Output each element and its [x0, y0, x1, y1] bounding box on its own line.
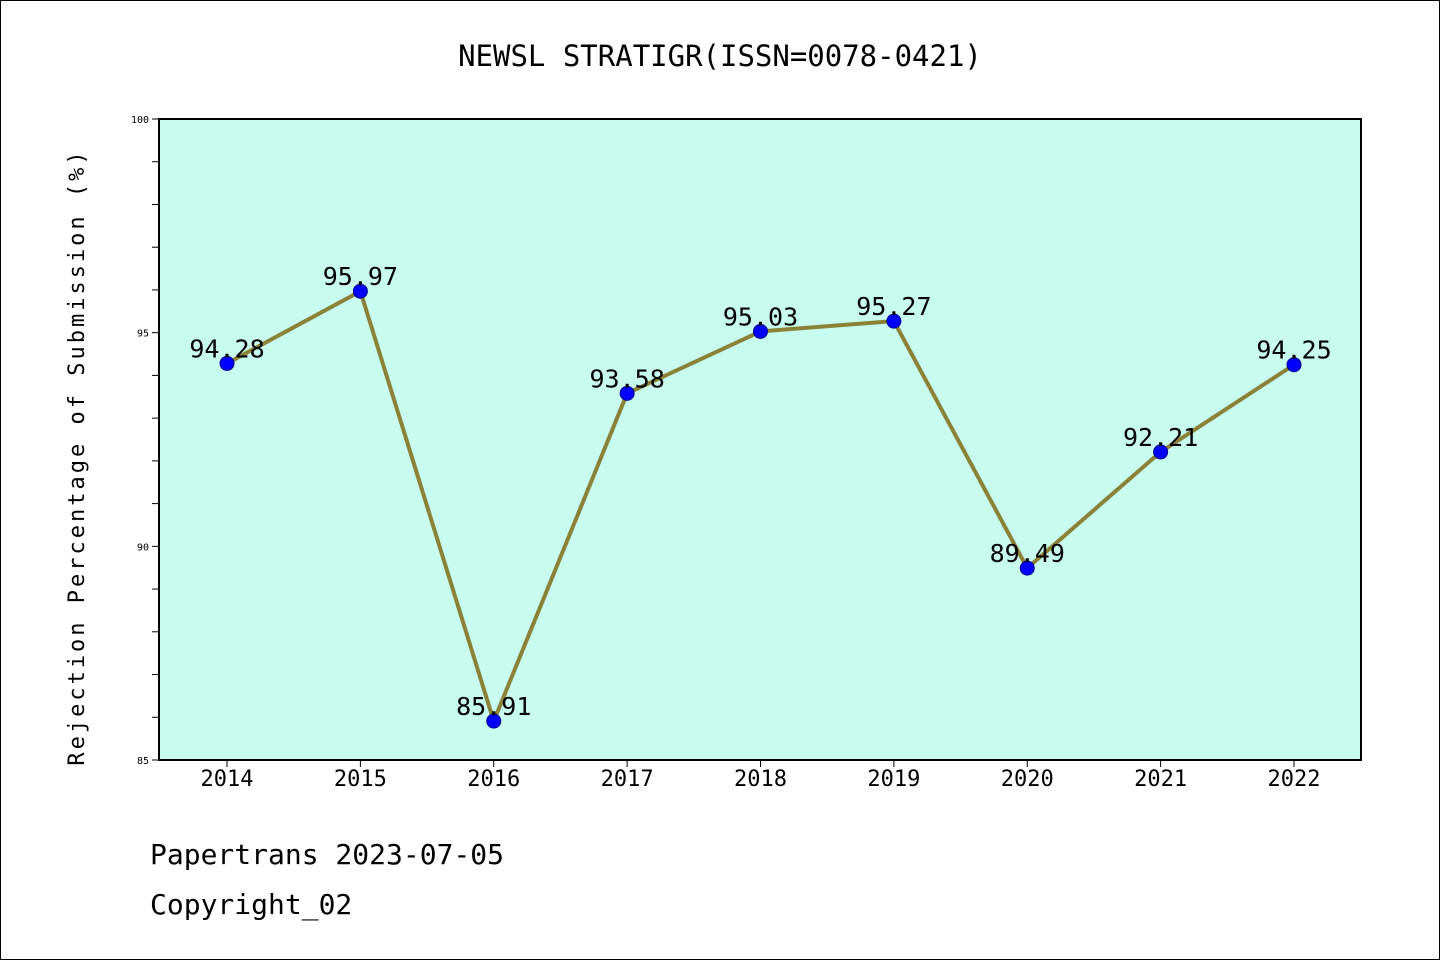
data-label: 94.25 — [1256, 336, 1331, 365]
footer-date: Papertrans 2023-07-05 — [150, 838, 504, 871]
y-tick-label: 100 — [131, 115, 149, 126]
data-point — [619, 385, 635, 401]
data-label: 93.58 — [589, 364, 664, 393]
data-point — [219, 355, 235, 371]
data-label: 94.28 — [189, 334, 264, 363]
y-tick-label: 85 — [137, 756, 149, 767]
x-axis-ticks: 2014 2015 2016 2017 2018 2019 2020 2021 2022 — [201, 760, 1321, 792]
data-label: 95.03 — [723, 302, 798, 331]
data-point — [1019, 560, 1035, 576]
x-tick-label: 2016 — [467, 767, 520, 792]
x-tick-label: 2015 — [334, 767, 387, 792]
data-label: 92.21 — [1123, 423, 1198, 452]
data-point — [886, 313, 902, 329]
x-tick-label: 2014 — [201, 767, 254, 792]
data-label: 85.91 — [456, 692, 531, 721]
chart-title: NEWSL STRATIGR(ISSN=0078-0421) — [458, 39, 982, 73]
plot-border — [158, 118, 1362, 761]
data-point — [1286, 357, 1302, 373]
y-axis-label: Rejection Percentage of Submission (%) — [65, 148, 90, 765]
x-tick-label: 2018 — [734, 767, 787, 792]
x-tick-label: 2021 — [1134, 767, 1187, 792]
data-markers — [219, 283, 1302, 729]
data-label: 89.49 — [990, 539, 1065, 568]
y-tick-label: 95 — [137, 329, 149, 340]
plot-area — [159, 119, 1361, 760]
x-tick-label: 2017 — [601, 767, 654, 792]
data-point — [486, 713, 502, 729]
footer-copyright: Copyright_02 — [150, 888, 352, 922]
data-point — [1153, 444, 1169, 460]
data-point — [352, 283, 368, 299]
x-tick-label: 2020 — [1001, 767, 1054, 792]
data-label: 95.97 — [323, 262, 398, 291]
data-label: 95.27 — [856, 292, 931, 321]
x-tick-label: 2019 — [867, 767, 920, 792]
y-axis-ticks: 85 90 95 100 — [131, 115, 159, 767]
data-labels: 94.28 95.97 85.91 93.58 95.03 95.27 89.49 92.21… — [189, 262, 1331, 721]
y-tick-label: 90 — [137, 542, 149, 553]
data-point — [753, 323, 768, 339]
x-tick-label: 2022 — [1268, 767, 1321, 792]
